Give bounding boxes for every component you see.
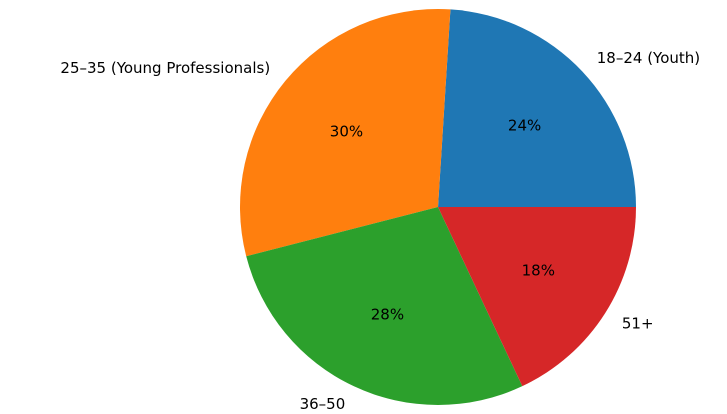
pie-slice-36-50 (246, 207, 523, 406)
slice-label-25-35-young-professionals: 25–35 (Young Professionals) (60, 59, 270, 77)
pct-label-36-50: 28% (371, 305, 404, 323)
pct-label-18-24-youth: 24% (508, 117, 541, 135)
pie-slices (239, 9, 636, 406)
percentage-labels: 24% 30% 28% 18% (330, 117, 555, 324)
pct-label-51: 18% (522, 262, 555, 280)
pie-slice-18-24-youth (438, 9, 636, 208)
pct-label-25-35-young-professionals: 30% (330, 122, 363, 140)
slice-label-36-50: 36–50 (300, 395, 346, 413)
slice-labels: 18–24 (Youth) 25–35 (Young Professionals)… (60, 49, 700, 413)
pie-slice-25-35-young-professionals (239, 9, 451, 257)
pie-slice-51 (438, 207, 636, 387)
slice-label-51: 51+ (622, 315, 654, 333)
slice-label-18-24-youth: 18–24 (Youth) (597, 49, 700, 67)
